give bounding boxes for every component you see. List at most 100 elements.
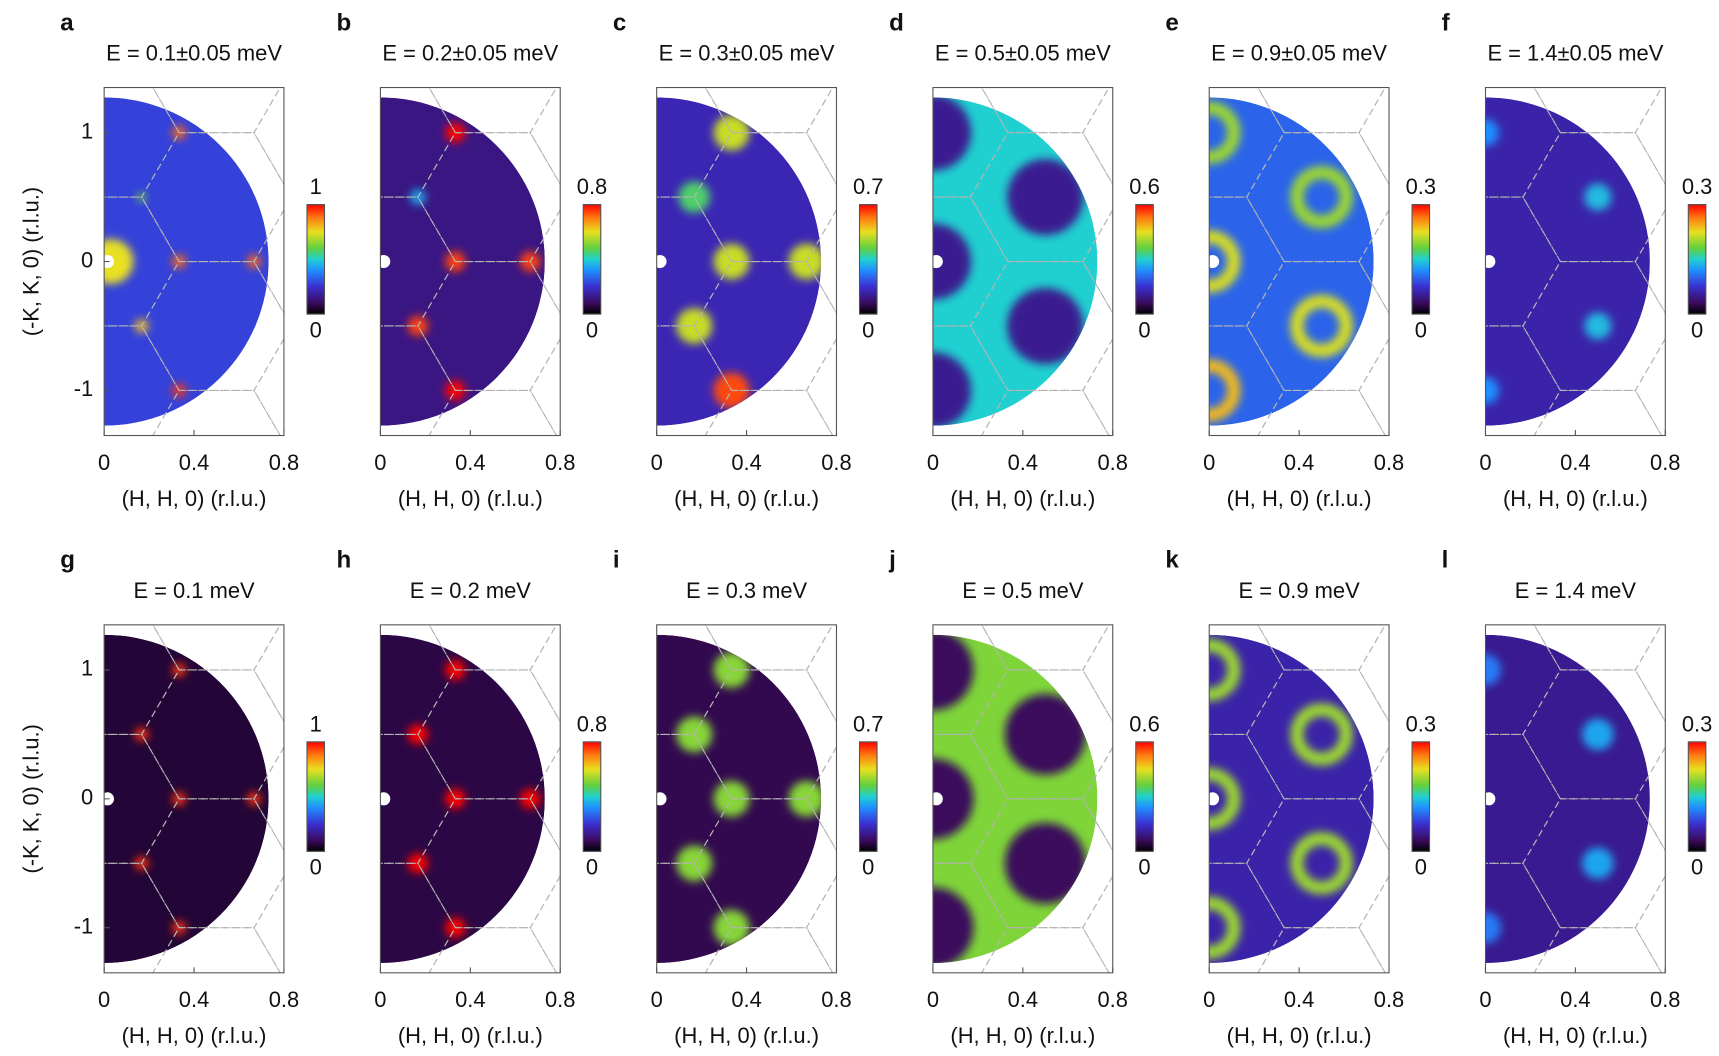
colorbar [1412, 742, 1430, 851]
panel-title: E = 0.3 meV [686, 578, 808, 603]
panel-title: E = 0.5±0.05 meV [935, 41, 1111, 66]
panel-label: a [60, 9, 74, 36]
colorbar-tick-label: 0.8 [577, 711, 607, 736]
panel-title: E = 0.1±0.05 meV [106, 41, 282, 66]
panel: lE = 1.4 meV00.40.8(H, H, 0) (r.l.u.)00.… [1411, 541, 1719, 1056]
panel-title: E = 1.4±0.05 meV [1487, 41, 1663, 66]
x-tick-label: 0.4 [1284, 450, 1314, 475]
colorbar [583, 742, 601, 851]
colorbar-tick-label: 0 [1415, 855, 1427, 880]
panel-label: g [60, 547, 75, 574]
x-tick-label: 0 [374, 450, 386, 475]
colorbar-tick-label: 0.3 [1406, 174, 1436, 199]
x-tick-label: 0.4 [455, 987, 485, 1012]
panel: jE = 0.5 meV00.40.8(H, H, 0) (r.l.u.)00.… [858, 541, 1233, 1056]
spot [1582, 719, 1613, 750]
colorbar [1412, 205, 1430, 314]
panel-label: e [1165, 9, 1178, 36]
panel-label: j [888, 547, 896, 574]
x-tick-label: 0.8 [821, 987, 851, 1012]
x-axis-label: (H, H, 0) (r.l.u.) [674, 486, 819, 511]
panel-title: E = 1.4 meV [1515, 578, 1637, 603]
colorbar-tick-label: 0.6 [1129, 174, 1159, 199]
colorbar-tick-label: 0 [310, 855, 322, 880]
x-tick-label: 0 [927, 987, 939, 1012]
x-axis-label: (H, H, 0) (r.l.u.) [1503, 1023, 1648, 1048]
x-tick-label: 0.8 [1650, 987, 1680, 1012]
colorbar-tick-label: 0 [862, 317, 874, 342]
colorbar [1688, 205, 1706, 314]
panel-label: d [889, 9, 904, 36]
x-tick-label: 0 [374, 987, 386, 1012]
colorbar-tick-label: 0 [1415, 317, 1427, 342]
figure: aE = 0.1±0.05 meV00.40.8(H, H, 0) (r.l.u… [0, 0, 1719, 1056]
colorbar-tick-label: 0 [1691, 317, 1703, 342]
panel-label: l [1442, 547, 1449, 574]
x-axis-label: (H, H, 0) (r.l.u.) [122, 486, 267, 511]
panel-title: E = 0.3±0.05 meV [659, 41, 835, 66]
zone-boundaries [858, 4, 1233, 520]
colorbar [583, 205, 601, 314]
x-tick-label: 0.4 [455, 450, 485, 475]
beam-stop [1206, 255, 1219, 268]
panel-title: E = 0.9 meV [1239, 578, 1361, 603]
x-axis-label: (H, H, 0) (r.l.u.) [1227, 1023, 1372, 1048]
zone-boundaries [306, 4, 681, 520]
zone-boundaries [582, 541, 957, 1056]
spot [1005, 823, 1086, 904]
x-tick-label: 0 [651, 450, 663, 475]
x-tick-label: 0.8 [545, 987, 575, 1012]
colorbar-tick-label: 0.6 [1129, 711, 1159, 736]
colorbar-tick-label: 1 [310, 711, 322, 736]
zone-boundaries [1134, 541, 1509, 1056]
zone-boundaries [582, 4, 957, 520]
x-tick-label: 0.4 [1008, 450, 1038, 475]
x-tick-label: 0 [98, 987, 110, 1012]
colorbar [1136, 205, 1154, 314]
panel-label: k [1165, 547, 1179, 574]
spot [1005, 694, 1086, 775]
colorbar-tick-label: 0.7 [853, 711, 883, 736]
x-tick-label: 0.8 [1098, 987, 1128, 1012]
x-tick-label: 0.8 [1374, 987, 1404, 1012]
colorbar [307, 742, 325, 851]
panel-label: b [337, 9, 352, 36]
x-tick-label: 0.8 [269, 987, 299, 1012]
y-tick-label: 1 [81, 656, 93, 681]
page: aE = 0.1±0.05 meV00.40.8(H, H, 0) (r.l.u… [0, 0, 1719, 1056]
x-tick-label: 0.4 [1008, 987, 1038, 1012]
x-tick-label: 0 [1479, 450, 1491, 475]
panel-label: i [613, 547, 620, 574]
colorbar-tick-label: 0.8 [577, 174, 607, 199]
x-axis-label: (H, H, 0) (r.l.u.) [398, 1023, 543, 1048]
beam-stop [1482, 255, 1495, 268]
x-tick-label: 0.4 [1560, 987, 1590, 1012]
spot [1007, 288, 1083, 364]
x-tick-label: 0.8 [269, 450, 299, 475]
x-tick-label: 0.4 [731, 987, 761, 1012]
colorbar [860, 742, 878, 851]
colorbar-tick-label: 0 [1138, 855, 1150, 880]
panel-title: E = 0.9±0.05 meV [1211, 41, 1387, 66]
y-tick-label: 1 [81, 118, 93, 143]
x-tick-label: 0 [651, 987, 663, 1012]
panel-title: E = 0.5 meV [962, 578, 1084, 603]
x-tick-label: 0.4 [1284, 987, 1314, 1012]
spot [1584, 184, 1611, 211]
y-tick-label: -1 [74, 914, 93, 939]
colorbar-tick-label: 0 [1138, 317, 1150, 342]
colorbar-tick-label: 0 [310, 317, 322, 342]
panel-title: E = 0.2 meV [410, 578, 532, 603]
panel-title: E = 0.1 meV [133, 578, 255, 603]
beam-stop [930, 792, 943, 805]
panel: eE = 0.9±0.05 meV00.40.8(H, H, 0) (r.l.u… [1134, 4, 1509, 520]
zone-boundaries [1134, 4, 1509, 520]
x-tick-label: 0.8 [545, 450, 575, 475]
colorbar [1688, 742, 1706, 851]
y-tick-label: 0 [81, 247, 93, 272]
zone-boundaries [1411, 541, 1719, 1056]
x-axis-label: (H, H, 0) (r.l.u.) [674, 1023, 819, 1048]
x-axis-label: (H, H, 0) (r.l.u.) [398, 486, 543, 511]
beam-stop [653, 255, 666, 268]
